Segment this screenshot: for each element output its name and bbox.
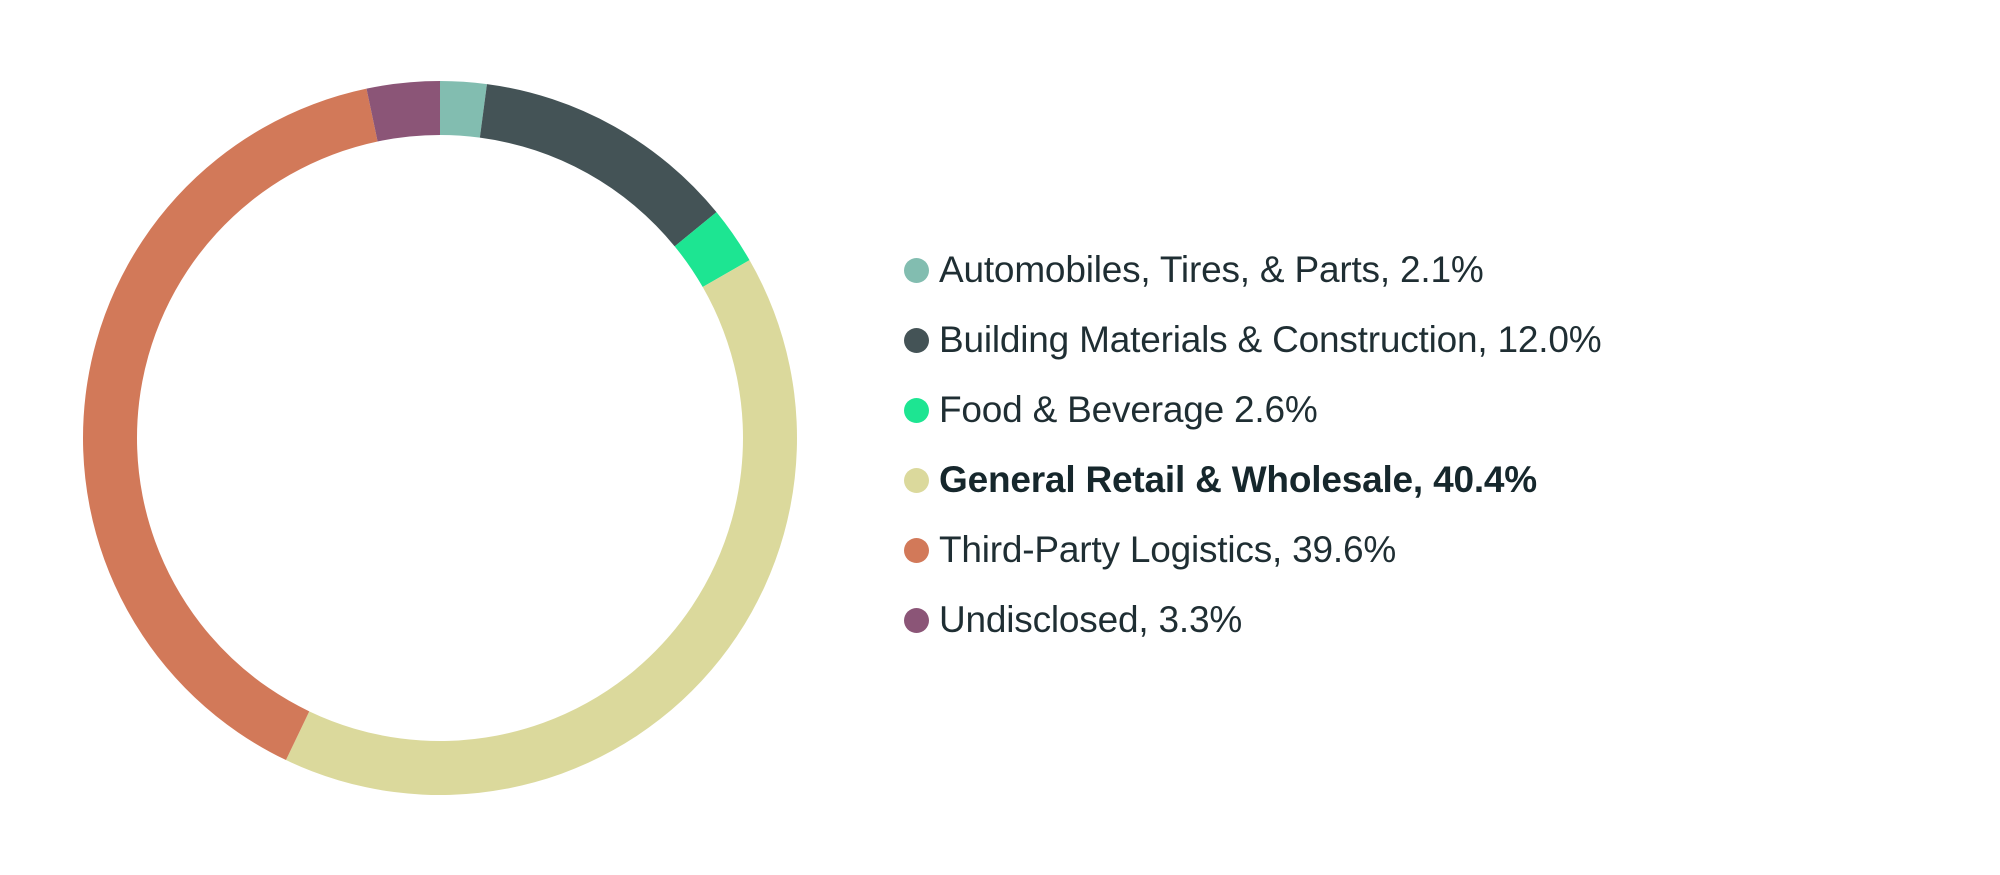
legend-item: Automobiles, Tires, & Parts, 2.1% (904, 235, 1601, 305)
legend-swatch-icon (904, 327, 929, 353)
legend-label: General Retail & Wholesale, 40.4% (939, 459, 1537, 500)
legend-label: Undisclosed, 3.3% (939, 599, 1243, 640)
donut-slice-2 (479, 84, 717, 247)
legend-swatch-icon (904, 397, 929, 423)
legend-item: Food & Beverage 2.6% (904, 375, 1601, 445)
legend-label: Third-Party Logistics, 39.6% (939, 529, 1397, 570)
legend-item: Undisclosed, 3.3% (904, 585, 1601, 655)
legend-swatch-icon (904, 537, 929, 563)
legend-label: Automobiles, Tires, & Parts, 2.1% (939, 249, 1484, 290)
chart-legend: Automobiles, Tires, & Parts, 2.1% Buildin… (904, 235, 1602, 655)
legend-item: General Retail & Wholesale, 40.4% (904, 445, 1601, 515)
donut-slice-6 (366, 81, 440, 142)
donut-slice-4 (285, 260, 798, 795)
legend-swatch-icon (904, 607, 929, 633)
legend-item: Third-Party Logistics, 39.6% (904, 515, 1601, 585)
legend-item: Building Materials & Construction, 12.0% (904, 305, 1602, 375)
legend-label: Food & Beverage 2.6% (939, 389, 1318, 430)
legend-label: Building Materials & Construction, 12.0% (939, 319, 1602, 360)
donut-slice-3 (674, 212, 750, 288)
donut-slice-1 (440, 81, 487, 138)
donut-svg (83, 81, 798, 795)
donut-slice-5 (83, 88, 378, 761)
legend-swatch-icon (904, 467, 929, 493)
donut-chart (0, 0, 880, 870)
legend-swatch-icon (904, 257, 929, 283)
